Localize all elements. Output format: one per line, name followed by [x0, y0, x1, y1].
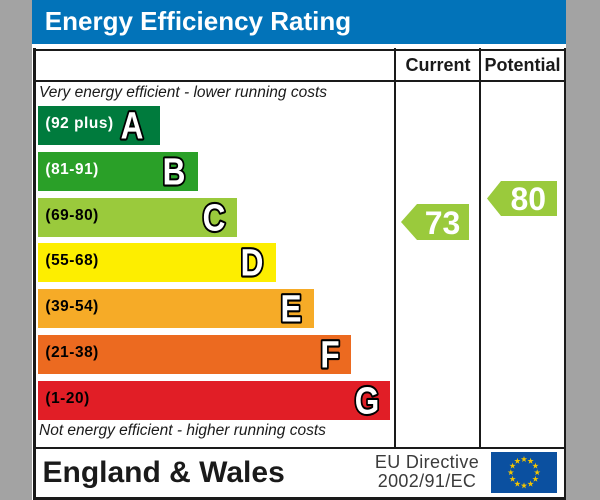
svg-text:80: 80 [511, 181, 547, 216]
svg-text:73: 73 [425, 205, 461, 240]
svg-text:D: D [241, 242, 264, 283]
svg-text:A: A [121, 105, 144, 146]
svg-text:E: E [281, 288, 302, 329]
svg-text:B: B [162, 151, 185, 192]
svg-text:G: G [354, 380, 379, 421]
svg-text:C: C [203, 197, 226, 238]
svg-text:F: F [320, 334, 339, 375]
